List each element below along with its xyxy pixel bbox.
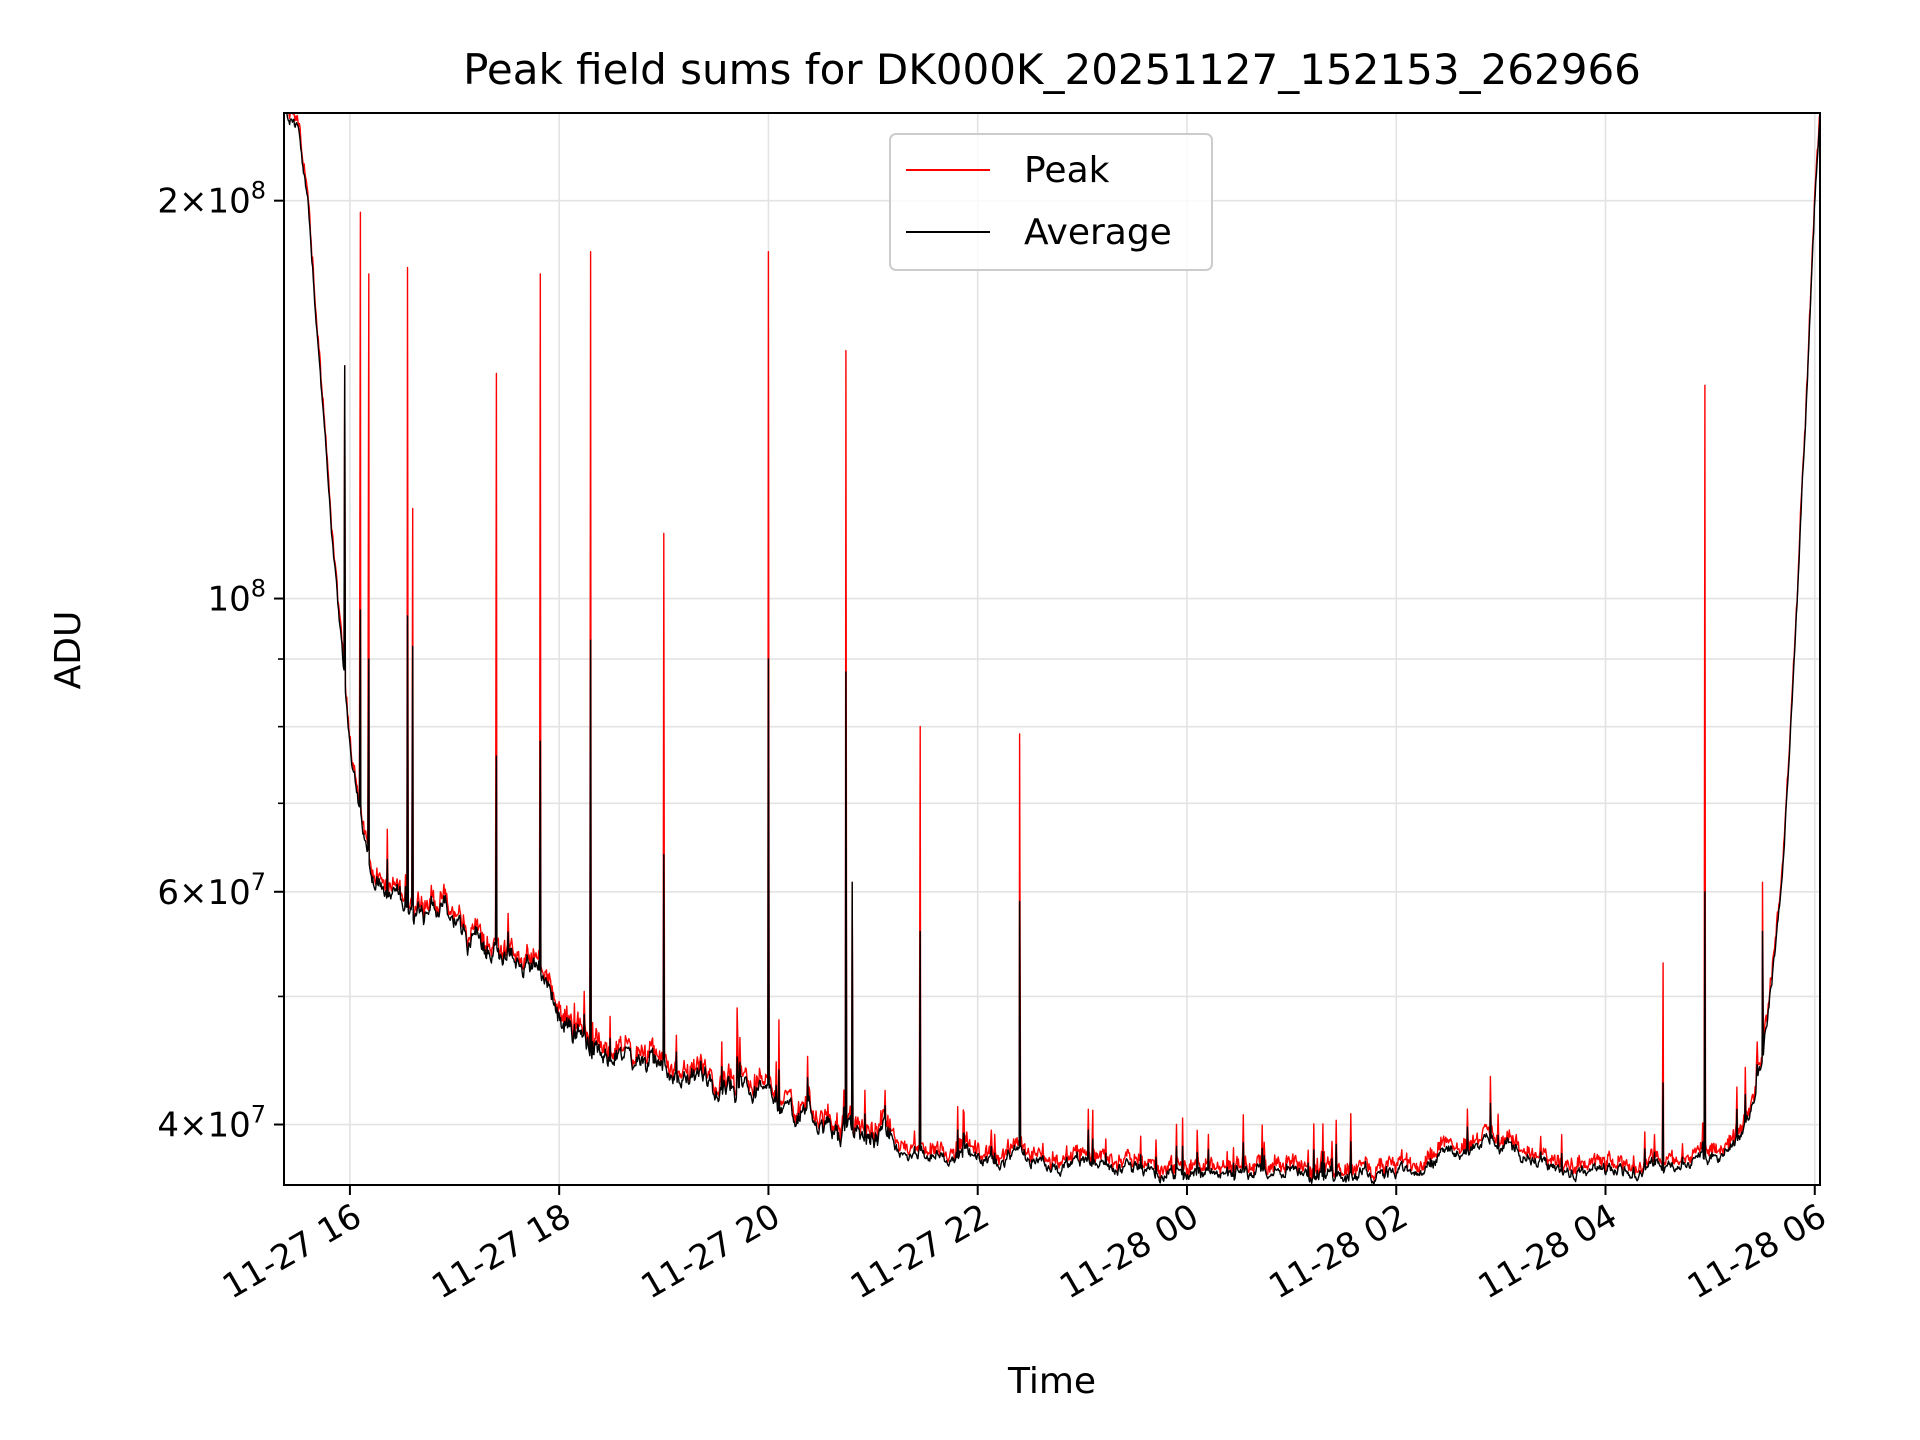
y-axis-title: ADU bbox=[48, 611, 89, 690]
grid-lines bbox=[284, 113, 1820, 1185]
y-tick-label: 108 bbox=[207, 575, 266, 620]
legend-label-peak: Peak bbox=[1024, 150, 1110, 191]
x-tick-label: 11-27 22 bbox=[844, 1196, 996, 1307]
x-tick-label: 11-27 18 bbox=[425, 1196, 577, 1307]
x-tick-label: 11-27 16 bbox=[216, 1196, 368, 1307]
x-tick-label: 11-28 04 bbox=[1472, 1196, 1624, 1307]
x-tick-label: 11-27 20 bbox=[635, 1196, 787, 1307]
legend-label-average: Average bbox=[1024, 212, 1172, 253]
legend: Peak Average bbox=[889, 133, 1213, 271]
series-line-peak bbox=[284, 112, 1821, 1182]
y-tick-label: 4×107 bbox=[157, 1101, 266, 1146]
y-tick-label: 6×107 bbox=[157, 868, 266, 913]
x-tick-label: 11-28 00 bbox=[1053, 1196, 1205, 1307]
legend-box bbox=[889, 133, 1213, 271]
x-tick-label: 11-28 02 bbox=[1262, 1196, 1414, 1307]
series-line-average bbox=[284, 112, 1821, 1186]
x-axis-title: Time bbox=[1007, 1361, 1096, 1402]
y-tick-label: 2×108 bbox=[157, 177, 266, 222]
plot-frame bbox=[283, 112, 1821, 1186]
x-tick-label: 11-28 06 bbox=[1681, 1196, 1833, 1307]
x-axis: 11-27 16 11-27 18 11-27 20 11-27 22 11-28 00… bbox=[216, 1185, 1833, 1307]
y-axis: 4×107 6×107 108 2×108 bbox=[157, 177, 284, 1146]
chart-title: Peak field sums for DK000K_20251127_1521… bbox=[463, 45, 1641, 94]
plot-area bbox=[284, 112, 1821, 1186]
